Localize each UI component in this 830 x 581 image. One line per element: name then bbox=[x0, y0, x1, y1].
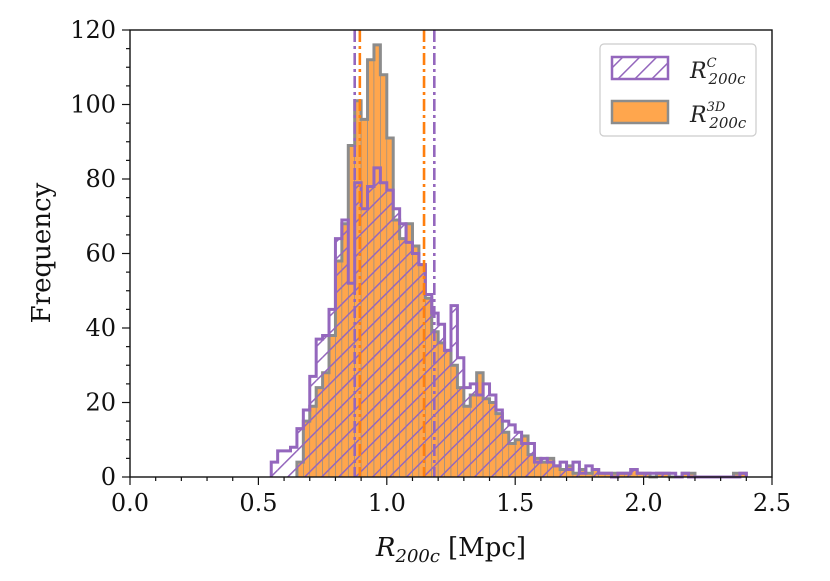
legend-label-r3d: R3D 200c bbox=[689, 100, 747, 132]
histogram-bar bbox=[540, 458, 548, 478]
y-tick-label: 60 bbox=[85, 240, 116, 268]
histogram-bar bbox=[515, 432, 522, 477]
histogram-bar bbox=[502, 421, 509, 478]
histogram-bar bbox=[566, 469, 573, 477]
histogram-bar bbox=[630, 469, 638, 477]
histogram-bar bbox=[572, 462, 580, 477]
y-tick-label: 40 bbox=[85, 314, 116, 342]
histogram-bar bbox=[425, 294, 432, 477]
histogram-bar bbox=[585, 465, 593, 477]
histogram-bar bbox=[489, 395, 496, 477]
histogram-bar bbox=[560, 462, 567, 477]
histogram-bar bbox=[296, 428, 304, 477]
histogram-bar bbox=[373, 167, 381, 477]
svg-text:R200c[Mpc]: R200c [Mpc] bbox=[375, 533, 526, 567]
histogram-bar bbox=[470, 383, 477, 478]
series-outline bbox=[269, 166, 748, 479]
histogram-bar bbox=[348, 283, 355, 477]
legend-label-rc: RC 200c bbox=[689, 56, 746, 88]
histogram-bar bbox=[637, 473, 644, 477]
x-axis-label: R200c [Mpc] bbox=[375, 533, 526, 567]
histogram-bar bbox=[521, 443, 529, 477]
histogram-bar bbox=[380, 182, 387, 478]
histogram-bar bbox=[438, 324, 445, 477]
histogram-bar bbox=[592, 469, 599, 477]
y-axis-label: Frequency bbox=[27, 182, 57, 323]
x-axis: 0.0 0.5 1.0 1.5 2.0 2.5 bbox=[111, 477, 791, 517]
y-tick-label: 0 bbox=[101, 463, 116, 491]
histogram-bar bbox=[495, 409, 503, 477]
x-tick-label: 0.5 bbox=[239, 489, 277, 517]
histogram-bar bbox=[579, 473, 586, 477]
histogram-bar bbox=[669, 473, 676, 477]
histogram-bar bbox=[406, 242, 413, 477]
x-tick-label: 0.0 bbox=[111, 489, 149, 517]
y-tick-label: 20 bbox=[85, 389, 116, 417]
histogram-bar bbox=[322, 335, 330, 477]
histogram-bar bbox=[650, 473, 657, 477]
histogram-bar bbox=[284, 450, 291, 477]
histogram-bar bbox=[361, 208, 368, 478]
x-tick-label: 2.0 bbox=[625, 489, 663, 517]
legend: RC 200c R3D 200c bbox=[599, 43, 757, 137]
histogram-bar bbox=[476, 395, 484, 477]
histogram-bar bbox=[624, 473, 631, 477]
histogram-bar bbox=[271, 462, 278, 477]
histogram-bar bbox=[682, 473, 689, 477]
histogram-bar bbox=[534, 462, 541, 477]
histogram-bar bbox=[431, 313, 439, 477]
histogram-bar bbox=[290, 447, 297, 477]
y-tick-label: 80 bbox=[85, 165, 116, 193]
x-tick-label: 2.5 bbox=[753, 489, 791, 517]
histogram-bar bbox=[354, 182, 362, 478]
histogram-bar bbox=[329, 309, 336, 478]
histogram-bar bbox=[528, 443, 535, 477]
histogram-bar bbox=[605, 473, 612, 477]
histogram-bar bbox=[412, 253, 419, 477]
histogram-bar bbox=[303, 409, 310, 477]
x-tick-label: 1.5 bbox=[496, 489, 534, 517]
series-hatched bbox=[269, 166, 748, 479]
histogram-bar bbox=[598, 473, 606, 477]
histogram-bar bbox=[386, 190, 394, 478]
histogram-bar bbox=[309, 376, 317, 477]
histogram-bar bbox=[457, 357, 464, 477]
histogram-bar bbox=[367, 186, 374, 477]
histogram-bar bbox=[547, 462, 554, 477]
histogram-bar bbox=[617, 473, 625, 477]
legend-swatch-filled bbox=[610, 99, 670, 125]
histogram-bar bbox=[316, 339, 323, 477]
reference-lines bbox=[353, 30, 436, 477]
histogram-bar bbox=[662, 473, 670, 477]
histogram-bar bbox=[643, 473, 651, 477]
y-tick-label: 120 bbox=[70, 16, 116, 44]
histogram-bar bbox=[335, 238, 342, 477]
histogram-bar bbox=[393, 208, 400, 478]
histogram-bar bbox=[508, 424, 516, 477]
legend-swatch-hatched bbox=[610, 55, 670, 81]
histogram-bar bbox=[399, 223, 407, 477]
histogram-bar bbox=[656, 473, 663, 477]
histogram-bar bbox=[444, 350, 451, 477]
x-tick-label: 1.0 bbox=[368, 489, 406, 517]
histogram-bar bbox=[553, 465, 561, 477]
histogram-bar bbox=[418, 264, 426, 477]
histogram-bar bbox=[463, 387, 471, 477]
histogram-bar bbox=[451, 305, 458, 477]
histogram-bar bbox=[739, 473, 747, 477]
histogram-bar bbox=[483, 383, 490, 478]
histogram-bar bbox=[341, 219, 349, 478]
y-axis: 0 20 40 60 80 100 120 bbox=[70, 16, 130, 491]
y-tick-label: 100 bbox=[70, 91, 116, 119]
histogram-bar bbox=[277, 450, 285, 477]
